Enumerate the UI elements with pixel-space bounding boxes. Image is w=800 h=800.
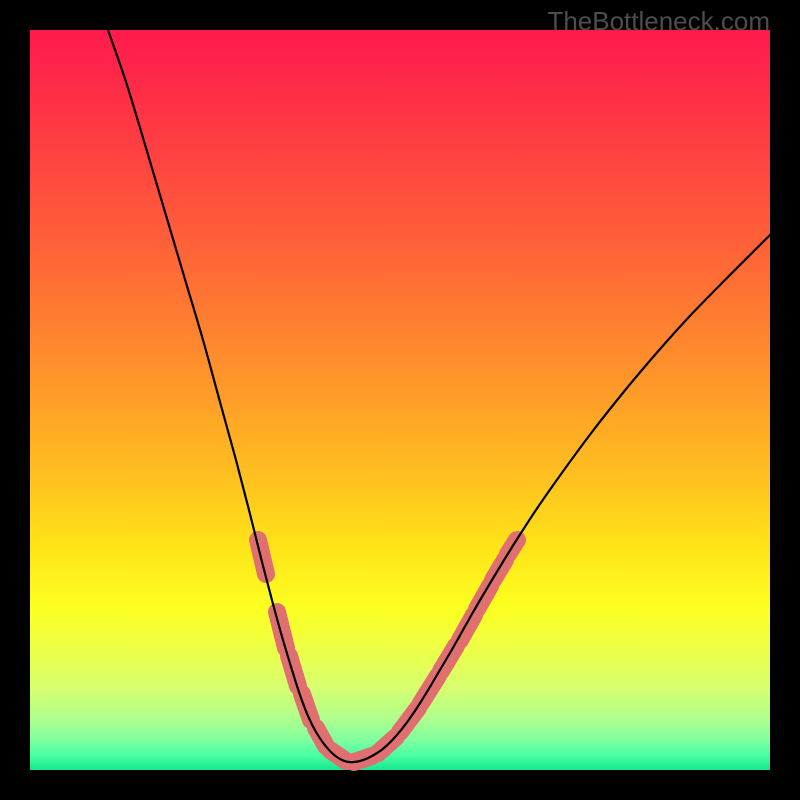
marker-segment — [330, 750, 346, 761]
marker-segment — [477, 586, 490, 609]
marker-segment — [460, 615, 474, 640]
watermark-text: TheBottleneck.com — [547, 6, 770, 37]
bottleneck-curve — [108, 30, 770, 762]
marker-segments-group — [258, 540, 517, 762]
marker-segment — [441, 646, 456, 671]
curve-layer — [0, 0, 800, 800]
chart-stage: TheBottleneck.com — [0, 0, 800, 800]
